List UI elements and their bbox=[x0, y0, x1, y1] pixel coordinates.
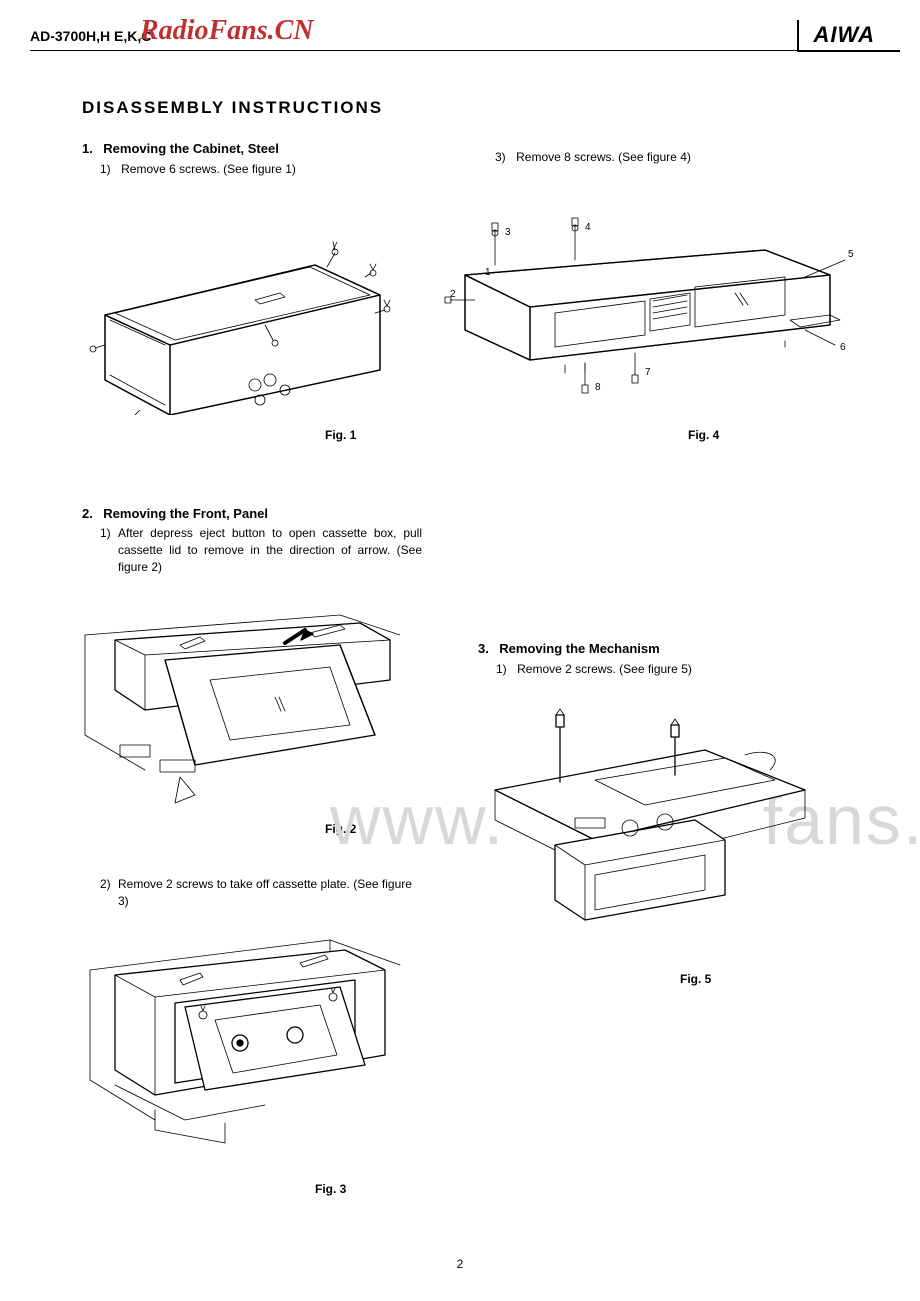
step-number: 3) bbox=[495, 150, 506, 164]
section-2: 2. Removing the Front, Panel 1) After de… bbox=[82, 505, 422, 575]
step-number: 1) bbox=[496, 662, 507, 676]
step-text: Remove 2 screws. (See figure 5) bbox=[517, 662, 692, 676]
fig4-label-8: 8 bbox=[595, 382, 601, 393]
fig4-label-1: 1 bbox=[485, 267, 491, 278]
page-title: DISASSEMBLY INSTRUCTIONS bbox=[82, 98, 383, 118]
fig4-label-3: 3 bbox=[505, 227, 511, 238]
figure-4-diagram: 1 2 3 4 5 6 7 8 bbox=[435, 215, 865, 395]
section-heading: Removing the Mechanism bbox=[499, 641, 659, 656]
step-number: 1) bbox=[100, 162, 111, 176]
figure-5-diagram bbox=[465, 700, 835, 930]
section-2-step2: 2) Remove 2 screws to take off cassette … bbox=[100, 876, 420, 910]
section-heading: Removing the Front, Panel bbox=[103, 506, 268, 521]
figure-4-caption: Fig. 4 bbox=[688, 428, 719, 442]
fig4-label-6: 6 bbox=[840, 342, 846, 353]
model-number: AD-3700H,H E,K,C bbox=[30, 28, 151, 44]
fig4-label-2: 2 bbox=[450, 289, 456, 300]
watermark-logo: RadioFans.CN bbox=[140, 15, 314, 47]
section-number: 2. bbox=[82, 506, 93, 521]
figure-2-caption: Fig. 2 bbox=[325, 822, 356, 836]
figure-3-caption: Fig. 3 bbox=[315, 1182, 346, 1196]
step-text: Remove 8 screws. (See figure 4) bbox=[516, 150, 691, 164]
section-3: 3. Removing the Mechanism 1) Remove 2 sc… bbox=[478, 640, 778, 678]
section-number: 1. bbox=[82, 141, 93, 156]
figure-3-diagram bbox=[85, 925, 405, 1155]
step-text: Remove 6 screws. (See figure 1) bbox=[121, 162, 296, 176]
step-text: Remove 2 screws to take off cassette pla… bbox=[118, 876, 420, 910]
fig4-label-5: 5 bbox=[848, 249, 854, 260]
fig4-label-4: 4 bbox=[585, 222, 591, 233]
page-number: 2 bbox=[0, 1257, 920, 1271]
step-number: 1) bbox=[100, 525, 118, 575]
figure-2-diagram bbox=[80, 605, 400, 825]
section-number: 3. bbox=[478, 641, 489, 656]
section-heading: Removing the Cabinet, Steel bbox=[103, 141, 279, 156]
brand-logo: AIWA bbox=[797, 20, 900, 52]
step-number: 2) bbox=[100, 876, 118, 910]
step-text: After depress eject button to open casse… bbox=[118, 525, 422, 575]
section-1: 1. Removing the Cabinet, Steel 1) Remove… bbox=[82, 140, 296, 178]
figure-1-caption: Fig. 1 bbox=[325, 428, 356, 442]
figure-1-diagram bbox=[85, 205, 395, 415]
figure-5-caption: Fig. 5 bbox=[680, 972, 711, 986]
section-1-step3: 3) Remove 8 screws. (See figure 4) bbox=[495, 148, 691, 166]
fig4-label-7: 7 bbox=[645, 367, 651, 378]
page-header: AD-3700H,H E,K,C RadioFans.CN AIWA bbox=[30, 20, 900, 51]
